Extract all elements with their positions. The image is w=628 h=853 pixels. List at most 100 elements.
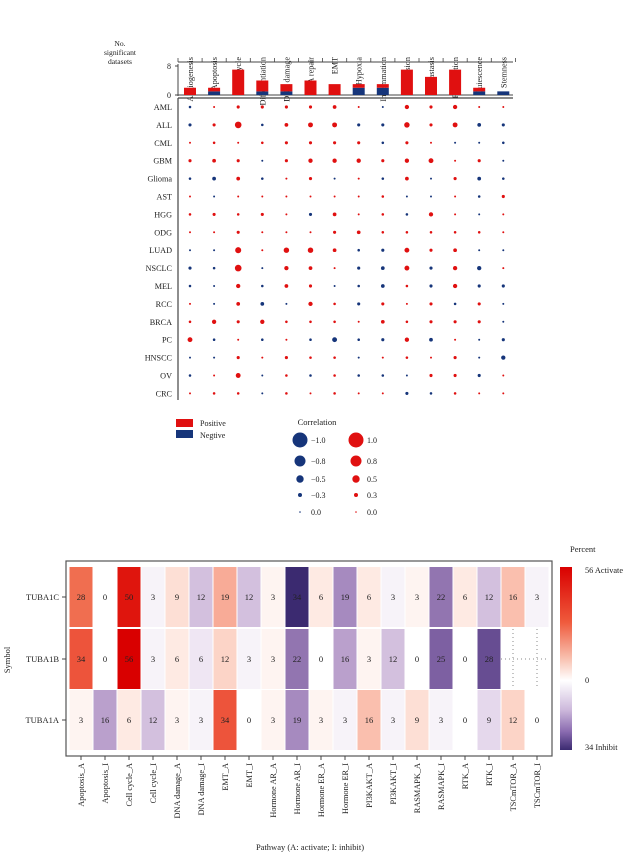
- size-legend-circle: [298, 493, 302, 497]
- bar-positive: [256, 80, 269, 92]
- correlation-dot: [237, 338, 240, 341]
- correlation-dot: [261, 141, 264, 145]
- heatmap-cell: [357, 567, 381, 627]
- correlation-dot: [332, 212, 337, 217]
- correlation-dot: [308, 141, 313, 145]
- row-label: OV: [160, 372, 172, 381]
- heatmap-cell-value: 6: [127, 715, 131, 725]
- correlation-dot: [381, 302, 385, 306]
- heatmap-col-label: RASMAPK_I: [437, 763, 446, 810]
- correlation-dot: [381, 374, 385, 377]
- heatmap-row-label: TUBA1B: [26, 654, 59, 664]
- correlation-dot: [502, 374, 505, 377]
- heatmap-cell-value: 3: [271, 715, 275, 725]
- correlation-dot: [307, 247, 314, 253]
- bar-negative: [376, 87, 389, 95]
- correlation-dot: [381, 123, 385, 127]
- correlation-dot: [308, 266, 313, 270]
- correlation-dot: [405, 374, 408, 377]
- correlation-dot: [478, 338, 481, 341]
- size-legend-circle: [350, 455, 362, 467]
- heatmap-cell-value: 3: [271, 654, 275, 664]
- correlation-dot: [332, 248, 337, 253]
- correlation-dot: [405, 391, 409, 395]
- correlation-dot: [357, 106, 360, 108]
- heatmap-col-label: PI3KAKT_A: [365, 763, 374, 808]
- correlation-dot: [260, 212, 264, 216]
- size-legend-label: 0.8: [367, 457, 377, 466]
- heatmap-cell: [261, 690, 285, 750]
- heatmap-cell: [477, 629, 501, 689]
- correlation-dot: [285, 338, 288, 341]
- heatmap-cell-value: 6: [463, 592, 467, 602]
- heatmap-col-label: DNA damage_I: [197, 763, 206, 816]
- correlation-dot: [236, 213, 240, 216]
- correlation-dot: [333, 230, 337, 234]
- correlation-dot: [453, 392, 457, 395]
- heatmap-cell: [69, 567, 93, 627]
- correlation-dot: [284, 141, 288, 145]
- heatmap-col-label: Apoptosis_I: [101, 763, 110, 804]
- column-header-label: Angiogenesis: [186, 57, 195, 102]
- heatmap-col-label: EMT_I: [245, 763, 254, 788]
- size-legend-label: −0.3: [311, 491, 326, 500]
- heatmap-cell: [405, 690, 429, 750]
- correlation-dot: [357, 266, 361, 270]
- correlation-dot: [477, 302, 481, 306]
- correlation-dot: [189, 231, 191, 234]
- correlation-dot: [381, 338, 385, 342]
- correlation-dot: [285, 231, 288, 234]
- correlation-dot: [212, 158, 216, 163]
- size-legend-label: 0.3: [367, 491, 377, 500]
- correlation-dot: [213, 285, 216, 287]
- heatmap-cell: [141, 567, 165, 627]
- correlation-dot: [308, 212, 313, 216]
- heatmap-cell: [93, 567, 117, 627]
- correlation-dot: [478, 249, 481, 252]
- row-label: BRCA: [150, 318, 172, 327]
- correlation-dot: [333, 267, 336, 270]
- heatmap-cell: [405, 629, 429, 689]
- heatmap-cell-value: 6: [175, 654, 179, 664]
- size-legend-circle: [348, 432, 364, 448]
- correlation-dot: [405, 302, 408, 305]
- correlation-dot: [404, 265, 410, 271]
- heatmap-cell-value: 19: [341, 592, 350, 602]
- correlation-dot: [405, 320, 409, 324]
- heatmap-cell-value: 56: [125, 654, 134, 664]
- correlation-dot: [211, 319, 217, 324]
- heatmap-cell-value: 0: [319, 654, 323, 664]
- correlation-dot: [213, 106, 216, 108]
- correlation-dot: [429, 266, 433, 270]
- correlation-dot: [213, 231, 216, 234]
- correlation-dot: [308, 122, 313, 128]
- heatmap-cell: [501, 690, 525, 750]
- heatmap-cell: [213, 629, 237, 689]
- heatmap-cell: [117, 690, 141, 750]
- correlation-dot: [357, 320, 360, 323]
- correlation-dot: [502, 106, 505, 108]
- correlation-dot: [235, 247, 242, 254]
- heatmap-cell-value: 3: [79, 715, 83, 725]
- correlation-dot: [381, 356, 384, 359]
- correlation-dot: [261, 177, 264, 180]
- heatmap-cell: [309, 567, 333, 627]
- correlation-dot: [283, 247, 290, 253]
- bar-y-tick-label: 8: [167, 62, 171, 71]
- heatmap-cell: [165, 629, 189, 689]
- heatmap-cell-value: 19: [221, 592, 230, 602]
- correlation-dot: [477, 195, 481, 198]
- heatmap-cell-value: 3: [319, 715, 323, 725]
- correlation-dot: [261, 123, 264, 127]
- correlation-dot: [235, 373, 241, 378]
- size-legend-label: −0.8: [311, 457, 326, 466]
- correlation-dot: [429, 373, 433, 378]
- correlation-dot: [502, 267, 505, 270]
- correlation-dot: [429, 302, 433, 306]
- correlation-dot: [213, 302, 216, 305]
- correlation-dot: [333, 141, 337, 145]
- row-label: GBM: [153, 157, 172, 166]
- correlation-dot: [213, 249, 216, 252]
- correlation-dot: [502, 249, 505, 252]
